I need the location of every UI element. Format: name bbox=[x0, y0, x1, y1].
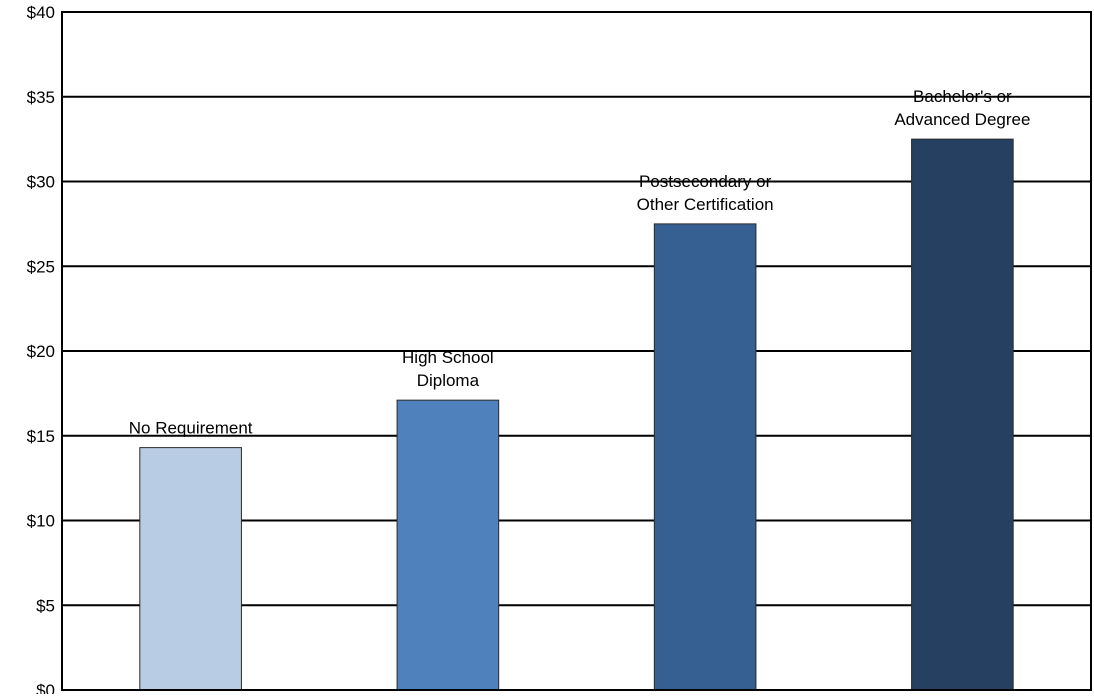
y-tick-label: $25 bbox=[27, 257, 55, 276]
category-label-line: Other Certification bbox=[637, 195, 774, 214]
y-tick-label: $15 bbox=[27, 427, 55, 446]
category-label: Bachelor's or Advanced Degree bbox=[894, 87, 1030, 129]
category-label-line: No Requirement bbox=[129, 419, 253, 438]
y-tick-label: $35 bbox=[27, 88, 55, 107]
category-label-line: Diploma bbox=[417, 371, 480, 390]
category-label: No Requirement bbox=[129, 419, 253, 438]
y-tick-label: $40 bbox=[27, 3, 55, 22]
category-label-line: High School bbox=[402, 348, 494, 367]
bars bbox=[139, 138, 1014, 691]
category-label-line: Bachelor's or bbox=[913, 87, 1012, 106]
y-tick-label: $5 bbox=[36, 596, 55, 615]
category-label-line: Postsecondary or bbox=[639, 172, 772, 191]
category-label: Postsecondary or Other Certification bbox=[637, 172, 774, 214]
y-tick-label: $10 bbox=[27, 512, 55, 531]
bar bbox=[653, 223, 757, 691]
bar bbox=[139, 447, 242, 691]
y-tick-labels: $0 $5 $10 $15 $20 $25 $30 $35 $40 bbox=[27, 3, 55, 699]
y-tick-label: $20 bbox=[27, 342, 55, 361]
category-labels: No Requirement High School Diploma Postseco… bbox=[129, 87, 1031, 437]
category-label-line: Advanced Degree bbox=[894, 110, 1030, 129]
bar bbox=[396, 399, 500, 691]
y-tick-label: $30 bbox=[27, 173, 55, 192]
axes bbox=[61, 11, 1092, 691]
plot-area-border bbox=[61, 11, 1092, 691]
bar bbox=[911, 138, 1014, 691]
category-label: High School Diploma bbox=[402, 348, 494, 390]
y-tick-label: $0 bbox=[36, 681, 55, 694]
